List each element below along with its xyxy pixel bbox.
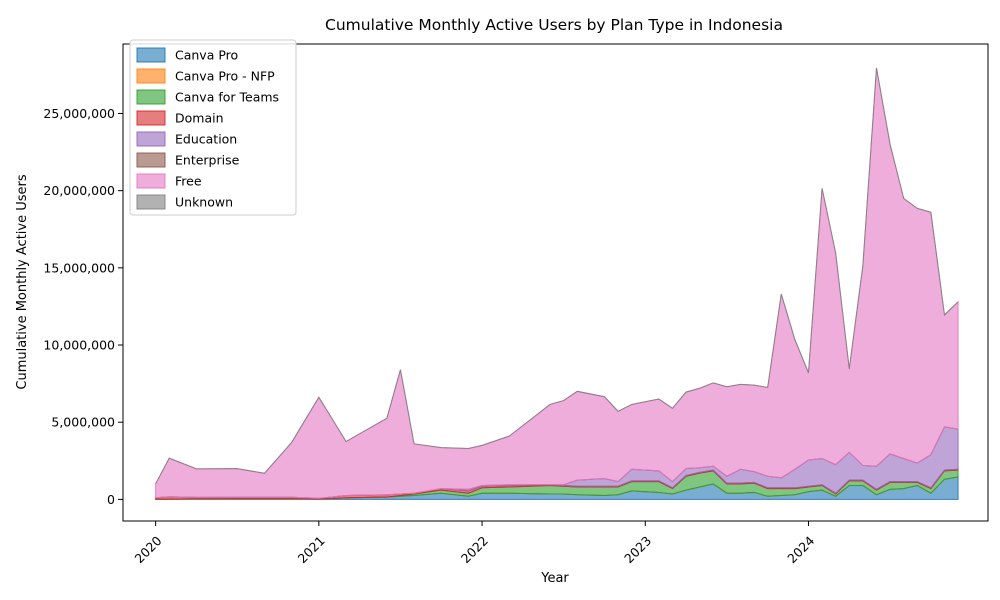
- y-tick-label: 10,000,000: [43, 338, 115, 353]
- legend-swatch: [136, 47, 166, 63]
- legend: Canva Pro Canva Pro - NFP Canva for Teams D…: [129, 39, 297, 216]
- legend-swatch: [136, 131, 166, 147]
- y-tick-label: 15,000,000: [43, 260, 115, 275]
- y-axis-label: Cumulative Monthly Active Users: [15, 174, 30, 389]
- legend-items: Canva Pro Canva Pro - NFP Canva for Teams D…: [136, 47, 279, 210]
- legend-swatch: [136, 89, 166, 105]
- legend-label: Free: [175, 174, 202, 189]
- area-layers: [155, 67, 959, 500]
- legend-label: Unknown: [175, 195, 233, 210]
- y-axis-ticks: 0 5,000,000 10,000,000 15,000,000 20,000,000…: [43, 106, 123, 507]
- y-tick-label: 0: [107, 492, 115, 507]
- y-tick-label: 5,000,000: [51, 415, 115, 430]
- legend-label: Enterprise: [175, 153, 240, 168]
- legend-label: Canva Pro - NFP: [175, 69, 275, 84]
- y-tick-label: 25,000,000: [43, 106, 115, 121]
- legend-swatch: [136, 152, 166, 168]
- legend-box: [129, 39, 297, 216]
- legend-swatch: [136, 173, 166, 189]
- legend-swatch: [136, 110, 166, 126]
- legend-label: Canva Pro: [175, 48, 238, 63]
- x-axis-label: Year: [540, 571, 569, 586]
- legend-swatch: [136, 68, 166, 84]
- plot-frame: [122, 43, 989, 522]
- legend-swatch: [136, 194, 166, 210]
- legend-label: Domain: [175, 111, 224, 126]
- area-series-7: [155, 67, 959, 485]
- legend-label: Education: [175, 132, 237, 147]
- chart-title: Cumulative Monthly Active Users by Plan …: [325, 16, 783, 34]
- y-tick-label: 20,000,000: [43, 183, 115, 198]
- legend-label: Canva for Teams: [175, 90, 279, 105]
